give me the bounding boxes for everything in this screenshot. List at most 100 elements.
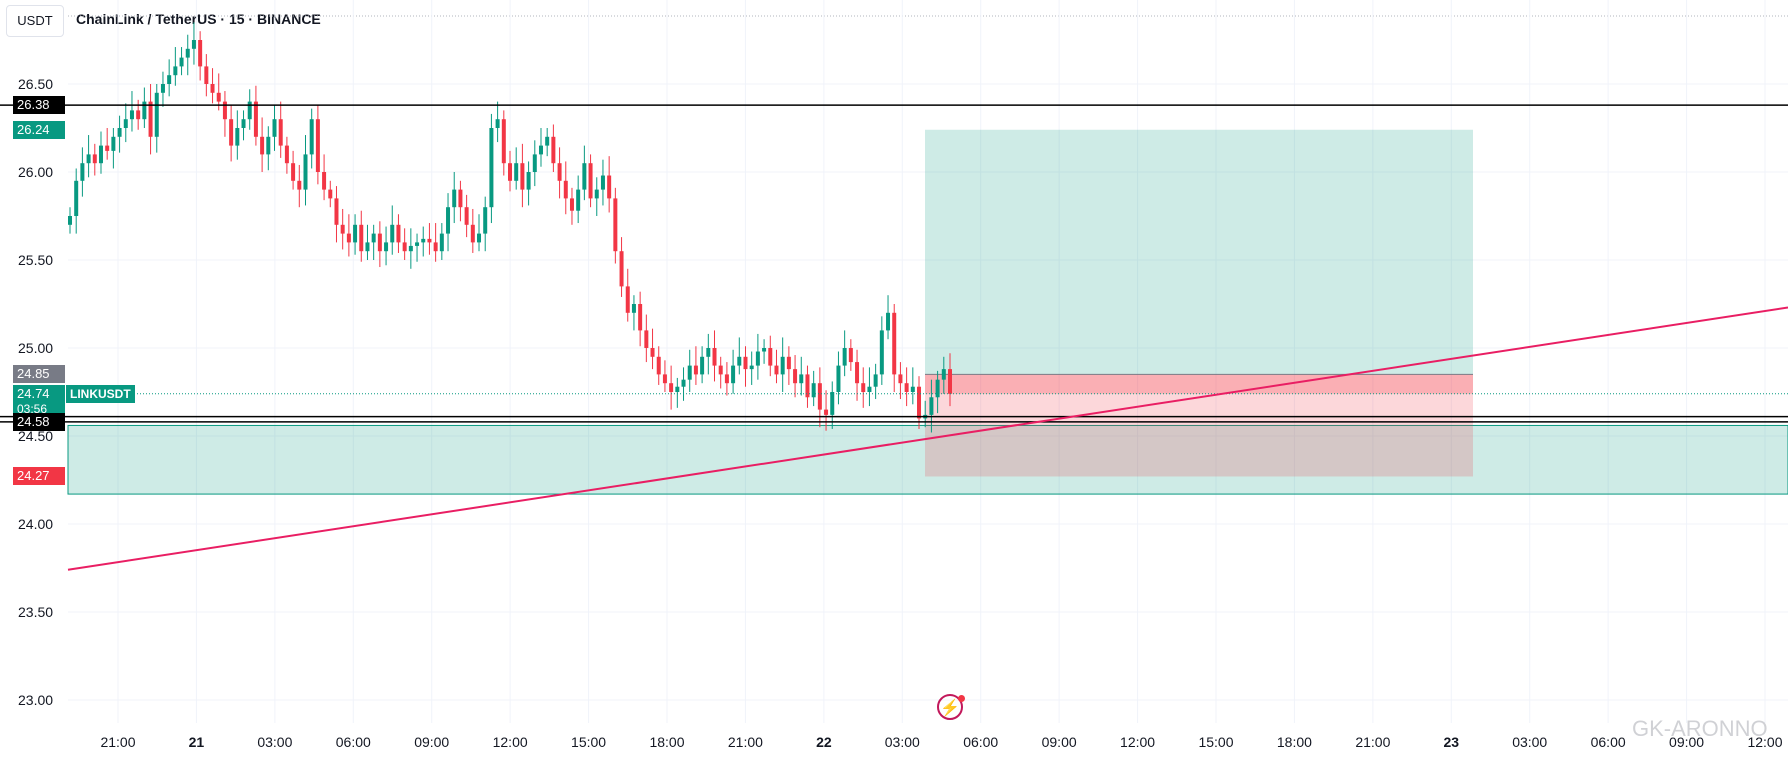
candle-body: [483, 207, 488, 234]
candle-body: [371, 233, 376, 243]
candle-body: [526, 172, 531, 190]
candle-body: [563, 180, 568, 199]
candle-body: [948, 369, 952, 394]
candle-body: [755, 351, 760, 366]
candle-body: [415, 242, 420, 246]
candle-body: [167, 75, 172, 84]
time-tick-label: 09:00: [1669, 734, 1704, 750]
candle-body: [253, 101, 258, 137]
candle-body: [68, 216, 72, 225]
candle-body: [786, 356, 791, 370]
candle-body: [501, 119, 506, 164]
currency-selector[interactable]: USDT: [6, 5, 64, 37]
flash-icon[interactable]: ⚡: [937, 694, 963, 720]
candle-body: [390, 224, 395, 243]
candle-body: [142, 101, 147, 120]
candle-body: [340, 224, 345, 234]
candle-body: [216, 92, 221, 102]
time-tick-label: 21:00: [1355, 734, 1390, 750]
time-tick-label: 21: [189, 734, 205, 750]
time-tick-label: 23: [1443, 734, 1459, 750]
candle-body: [452, 189, 457, 208]
candle-body: [861, 383, 866, 392]
candle-body: [613, 198, 618, 252]
zones: [67, 129, 1788, 495]
price-tick-label: 24.50: [18, 428, 53, 444]
candle-body: [693, 365, 698, 375]
candle-body: [439, 233, 444, 252]
candle-body: [768, 348, 773, 366]
candle-body: [315, 119, 320, 172]
candle-body: [569, 198, 574, 211]
candle-body: [830, 392, 835, 415]
candle-body: [291, 163, 296, 181]
price-tick-label: 24.00: [18, 516, 53, 532]
price-label-gray: 24.85: [13, 365, 65, 384]
candle-body: [272, 119, 277, 137]
candle-body: [619, 251, 624, 287]
candle-body: [489, 128, 494, 208]
candle-body: [260, 136, 265, 155]
lines: [0, 104, 1788, 571]
time-tick-label: 09:00: [414, 734, 449, 750]
candle-body: [284, 145, 289, 164]
time-tick-label: 12:00: [1120, 734, 1155, 750]
candle-body: [154, 92, 159, 137]
time-tick-label: 12:00: [493, 734, 528, 750]
candle-body: [427, 238, 432, 243]
candle-body: [582, 163, 587, 190]
price-label-green: 26.24: [13, 120, 65, 139]
candle-body: [247, 101, 252, 120]
candle-body: [334, 198, 339, 225]
time-tick-label: 03:00: [885, 734, 920, 750]
candle-body: [706, 348, 711, 357]
candle-body: [848, 348, 853, 363]
time-tick-label: 06:00: [963, 734, 998, 750]
candle-body: [98, 145, 103, 164]
time-tick-label: 06:00: [1591, 734, 1626, 750]
candle-body: [185, 48, 190, 58]
candle-body: [607, 175, 612, 199]
candle-body: [749, 365, 754, 370]
candle-body: [520, 163, 525, 190]
time-tick-label: 22: [816, 734, 832, 750]
candle-body: [879, 330, 884, 375]
candle-body: [662, 374, 667, 384]
candle-body: [266, 136, 271, 155]
candle-body: [160, 84, 165, 93]
candle-body: [365, 242, 370, 252]
candle-body: [681, 379, 686, 387]
take-profit-zone: [925, 129, 1473, 375]
candle-body: [222, 101, 227, 120]
candle-body: [638, 304, 643, 331]
candle-body: [842, 348, 847, 366]
candle-body: [594, 189, 599, 199]
candle-body: [762, 348, 767, 352]
candle-body: [377, 233, 382, 252]
candle-body: [191, 40, 196, 49]
candle-body: [346, 233, 351, 243]
candle-body: [458, 189, 463, 208]
time-axis: 21:00 21 03:00 06:00 09:00 12:00 15:00 18:00 21:…: [100, 734, 1782, 750]
candle-body: [136, 110, 141, 120]
candle-body: [600, 175, 605, 190]
candle-body: [867, 386, 872, 392]
candle-body: [588, 163, 593, 199]
price-tick-label: 25.00: [18, 340, 53, 356]
symbol-tag: LINKUSDT: [66, 384, 135, 403]
time-tick-label: 18:00: [1277, 734, 1312, 750]
candle-body: [105, 145, 110, 151]
candle-body: [873, 374, 878, 387]
price-label-black: 24.58: [13, 412, 65, 431]
candle-body: [446, 207, 451, 234]
candle-body: [117, 128, 122, 137]
candle-body: [892, 312, 897, 375]
candle-body: [904, 383, 909, 392]
candle-body: [886, 312, 891, 331]
candle-body: [408, 245, 413, 252]
candle-body: [941, 369, 946, 380]
candle-body: [836, 365, 841, 392]
candle-body: [198, 40, 203, 67]
notification-dot: [958, 695, 965, 702]
